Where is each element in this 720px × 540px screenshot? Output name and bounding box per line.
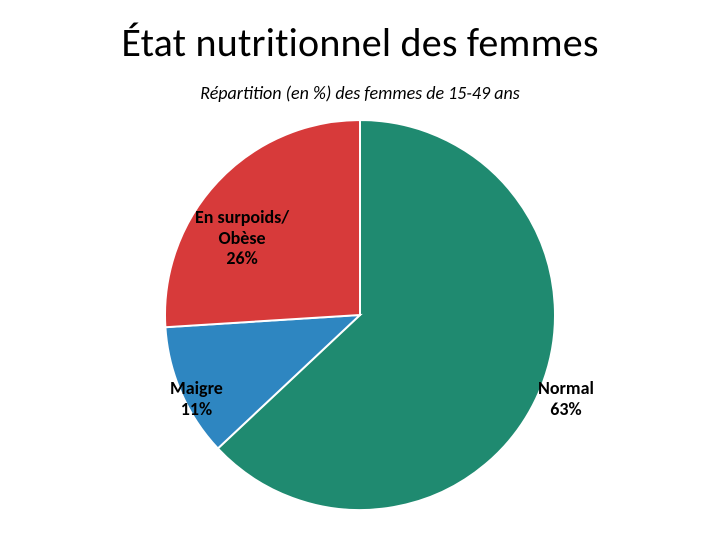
slice-label-normal: Normal 63% (538, 378, 594, 419)
chart-title: État nutritionnel des femmes (0, 18, 720, 67)
pie-svg (160, 115, 560, 515)
chart-subtitle: Répartition (en %) des femmes de 15-49 a… (0, 82, 720, 104)
slice-label-surpoids: En surpoids/ Obèse 26% (195, 207, 289, 269)
pie-chart: En surpoids/ Obèse 26% Maigre 11% Normal… (160, 115, 560, 515)
slide: État nutritionnel des femmes Répartition… (0, 0, 720, 540)
slice-label-maigre: Maigre 11% (170, 378, 223, 419)
